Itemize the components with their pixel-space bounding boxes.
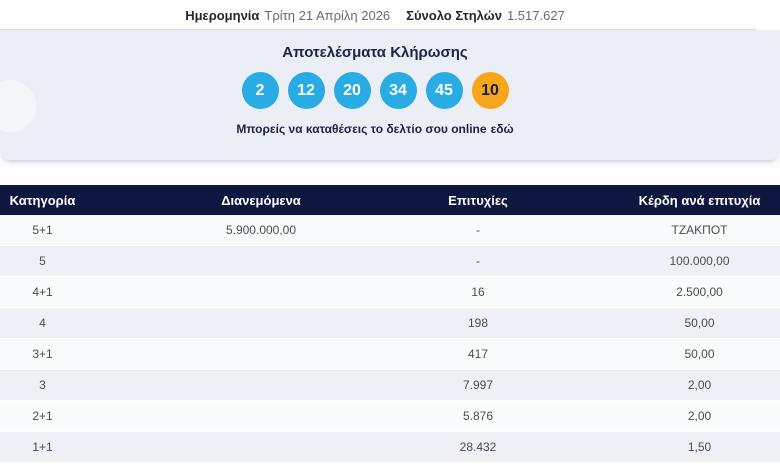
note-text: Μπορείς να καταθέσεις το δελτίο σου onli…: [236, 122, 487, 136]
winners-cell: 16: [471, 285, 485, 299]
table-row: 1+1 28.432 1,50: [0, 431, 780, 462]
category-cell: 4: [39, 316, 46, 330]
table-body: 5+1 5.900.000,00 - ΤΖΑΚΠΟΤ 5 - 100.000,00 4+1 16…: [0, 215, 780, 462]
date-value: Τρίτη 21 Απρίλη 2026: [264, 7, 391, 23]
divider: [0, 29, 756, 30]
header-category: Κατηγορία: [9, 192, 76, 208]
prize-cell: 100.000,00: [669, 254, 730, 268]
table-row: 3 7.997 2,00: [0, 369, 780, 400]
winners-cell: 28.432: [459, 440, 497, 454]
prize-cell: 2,00: [687, 378, 712, 392]
submit-online-link[interactable]: εδώ: [490, 122, 514, 136]
table-row: 5 - 100.000,00: [0, 245, 780, 276]
results-title: Αποτελέσματα Κλήρωσης: [282, 44, 468, 61]
columns-value: 1.517.627: [506, 7, 565, 23]
prize-cell: 50,00: [684, 316, 715, 330]
category-cell: 4+1: [32, 285, 53, 299]
summary-bar: Ημερομηνία Τρίτη 21 Απρίλη 2026 Σύνολο Σ…: [0, 0, 780, 30]
number-ball: 34: [379, 72, 417, 109]
prize-cell: 50,00: [684, 347, 715, 361]
draw-results-panel: Αποτελέσματα Κλήρωσης 2 12 20 34 45 10 Μπορεί…: [0, 30, 780, 160]
total-columns: Σύνολο Στηλών 1.517.627: [406, 8, 565, 23]
prize-cell: 2.500,00: [676, 285, 723, 299]
distributed-cell: 5.900.000,00: [225, 223, 297, 237]
draw-date: Ημερομηνία Τρίτη 21 Απρίλη 2026: [185, 8, 390, 23]
spacer-band: [0, 160, 780, 185]
category-cell: 2+1: [32, 409, 53, 423]
prize-table: Κατηγορία Διανεμόμενα Επιτυχίες Κέρδη αν…: [0, 185, 780, 462]
winners-cell: 7.997: [462, 378, 494, 392]
number-ball: 12: [287, 72, 325, 109]
table-row: 4+1 16 2.500,00: [0, 276, 780, 307]
header-winners: Επιτυχίες: [448, 192, 508, 208]
decorative-circle: [0, 80, 36, 132]
number-ball: 45: [425, 72, 463, 109]
category-cell: 5: [39, 254, 46, 268]
winners-cell: -: [476, 254, 480, 268]
header-prize: Κέρδη ανά επιτυχία: [638, 192, 761, 208]
number-ball: 20: [333, 72, 371, 109]
header-distributed: Διανεμόμενα: [221, 192, 301, 208]
table-row: 2+1 5.876 2,00: [0, 400, 780, 431]
category-cell: 3: [39, 378, 46, 392]
category-cell: 1+1: [32, 440, 53, 454]
online-submit-note: Μπορείς να καταθέσεις το δελτίο σου onli…: [236, 122, 513, 136]
table-header-row: Κατηγορία Διανεμόμενα Επιτυχίες Κέρδη αν…: [0, 185, 780, 215]
table-row: 3+1 417 50,00: [0, 338, 780, 369]
prize-cell: 1,50: [687, 440, 712, 454]
prize-cell: 2,00: [687, 409, 712, 423]
date-label: Ημερομηνία: [185, 7, 260, 23]
winners-cell: -: [476, 223, 480, 237]
table-row: 5+1 5.900.000,00 - ΤΖΑΚΠΟΤ: [0, 215, 780, 245]
prize-cell: ΤΖΑΚΠΟΤ: [671, 223, 728, 237]
category-cell: 5+1: [32, 223, 53, 237]
table-row: 4 198 50,00: [0, 307, 780, 338]
winning-numbers-row: 2 12 20 34 45 10: [241, 72, 509, 109]
columns-label: Σύνολο Στηλών: [406, 7, 502, 23]
winners-cell: 198: [467, 316, 489, 330]
winners-cell: 417: [467, 347, 489, 361]
winners-cell: 5.876: [462, 409, 494, 423]
bonus-ball: 10: [471, 72, 509, 109]
number-ball: 2: [241, 72, 279, 109]
category-cell: 3+1: [32, 347, 53, 361]
